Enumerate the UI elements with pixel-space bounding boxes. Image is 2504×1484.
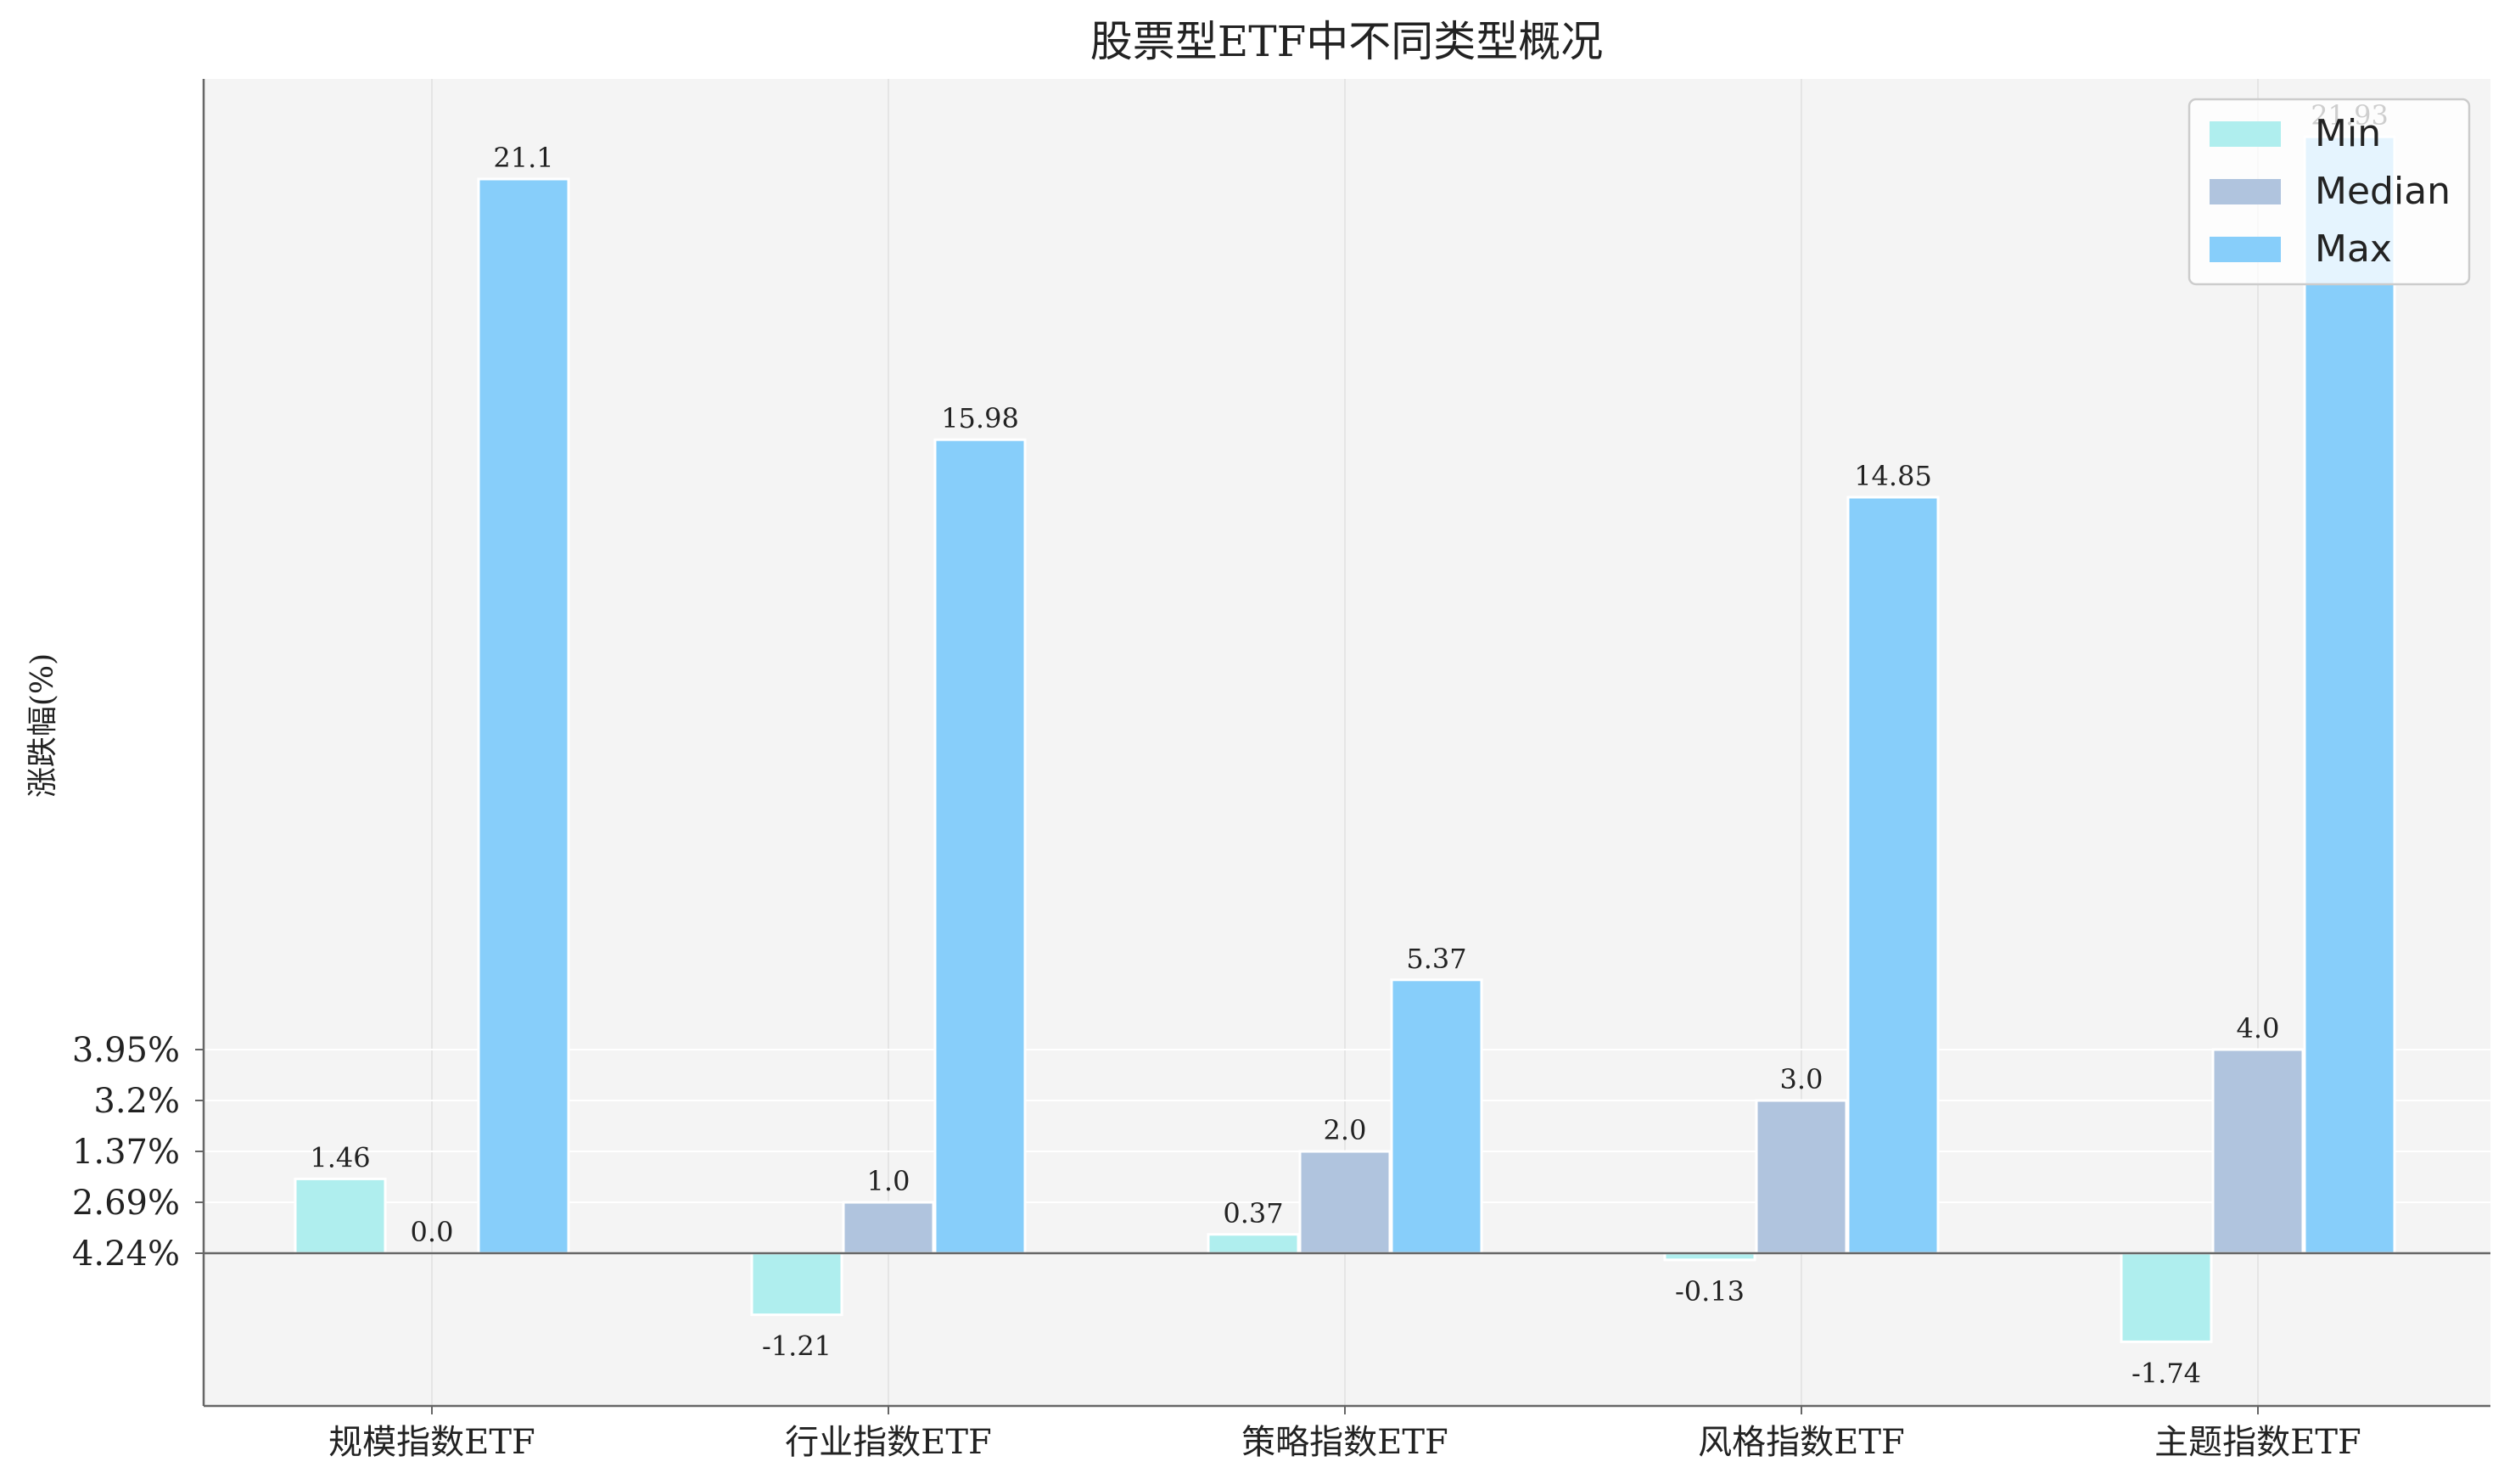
axes: [202, 79, 2490, 1408]
data-label-max-0: 21.1: [493, 142, 553, 174]
data-label-min-1: -1.21: [762, 1330, 832, 1363]
legend: Min Median Max: [2187, 98, 2471, 286]
y-axis-label: 涨跌幅(%): [25, 653, 60, 798]
data-label-median-4: 4.0: [2237, 1012, 2280, 1044]
x-tick-labels: 规模指数ETF 行业指数ETF 策略指数ETF 风格指数ETF 主题指数ETF: [328, 1406, 2361, 1462]
bar-max-3: [1846, 496, 1940, 1255]
data-label-median-1: 1.0: [867, 1165, 910, 1197]
x-tick-label: 主题指数ETF: [2154, 1423, 2361, 1462]
x-tick-label: 行业指数ETF: [785, 1423, 992, 1462]
bar-max-4: [2303, 135, 2396, 1255]
bar-median-3: [1755, 1099, 1848, 1255]
legend-label-median: Median: [2315, 170, 2451, 213]
y-tick-label: 1.37%: [72, 1133, 180, 1172]
legend-label-max: Max: [2315, 227, 2392, 271]
y-tick-label: 2.69%: [72, 1184, 180, 1223]
chart-title: 股票型ETF中不同类型概况: [1090, 17, 1604, 66]
data-label-max-1: 15.98: [941, 402, 1019, 434]
legend-label-min: Min: [2315, 112, 2381, 155]
bar-min-0: [294, 1177, 387, 1255]
bar-median-2: [1298, 1150, 1392, 1255]
bar-max-1: [933, 438, 1027, 1255]
data-label-max-2: 5.37: [1406, 943, 1466, 975]
data-label-median-3: 3.0: [1780, 1063, 1823, 1095]
bar-min-2: [1207, 1233, 1300, 1255]
bar-median-1: [842, 1201, 935, 1255]
bars: [294, 135, 2396, 1343]
legend-swatch-median: [2210, 179, 2281, 204]
bar-min-1: [750, 1252, 843, 1317]
x-tick-label: 策略指数ETF: [1241, 1423, 1448, 1462]
data-label-max-3: 14.85: [1854, 460, 1932, 492]
data-label-min-3: -0.13: [1675, 1275, 1745, 1308]
bar-min-4: [2120, 1252, 2213, 1343]
y-tick-label: 4.24%: [72, 1235, 180, 1274]
data-label-median-0: 0.0: [411, 1216, 454, 1248]
data-label-min-0: 1.46: [310, 1141, 370, 1173]
y-tick-label: 3.2%: [93, 1082, 180, 1121]
bar-median-4: [2211, 1048, 2305, 1255]
data-label-median-2: 2.0: [1324, 1114, 1367, 1146]
data-label-min-4: -1.74: [2131, 1357, 2201, 1389]
bar-max-0: [477, 177, 570, 1255]
x-tick-label: 规模指数ETF: [328, 1423, 535, 1462]
bar-max-2: [1390, 978, 1483, 1255]
data-label-min-2: 0.37: [1223, 1197, 1283, 1229]
legend-swatch-max: [2210, 237, 2281, 262]
y-tick-label: 3.95%: [72, 1031, 180, 1070]
data-labels: 1.46 -1.21 0.37 -0.13 -1.74 0.0 1.0 2.0 3.0 4.0 21…: [310, 99, 2388, 1389]
x-tick-label: 风格指数ETF: [1698, 1423, 1905, 1462]
legend-swatch-min: [2210, 121, 2281, 147]
y-tick-labels: 4.24% 2.69% 1.37% 3.2% 3.95%: [72, 1031, 204, 1274]
